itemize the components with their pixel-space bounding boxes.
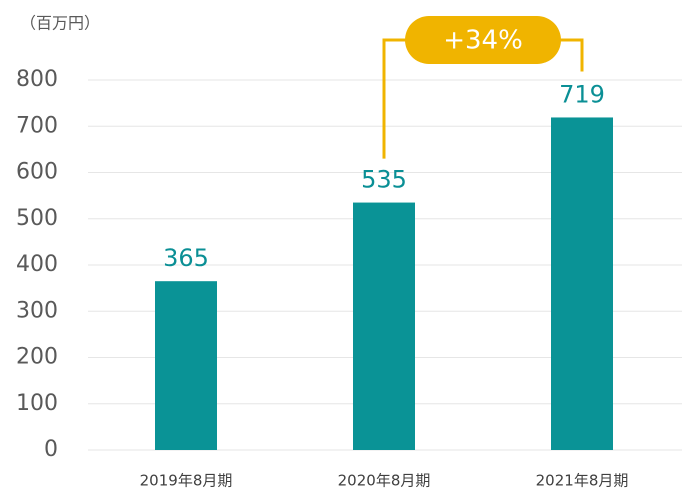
bar	[155, 281, 217, 450]
y-tick-label: 300	[16, 298, 58, 323]
bar	[551, 117, 613, 451]
value-label: 535	[361, 166, 407, 194]
value-label: 365	[163, 244, 209, 272]
y-tick-label: 500	[16, 206, 58, 231]
y-tick-label: 800	[16, 67, 58, 92]
annotation-pill	[405, 16, 561, 64]
x-tick-label: 2020年8月期	[338, 472, 431, 490]
y-tick-label: 700	[16, 113, 58, 138]
y-unit-label: （百万円）	[20, 14, 100, 33]
x-tick-label: 2019年8月期	[140, 472, 233, 490]
y-tick-label: 400	[16, 252, 58, 277]
y-tick-label: 0	[44, 437, 58, 462]
value-label: 719	[559, 80, 605, 108]
y-tick-label: 600	[16, 160, 58, 185]
y-tick-label: 200	[16, 345, 58, 370]
bar	[353, 202, 415, 450]
x-tick-label: 2021年8月期	[536, 472, 629, 490]
annotation-text: +34%	[443, 26, 523, 56]
y-tick-label: 100	[16, 391, 58, 416]
